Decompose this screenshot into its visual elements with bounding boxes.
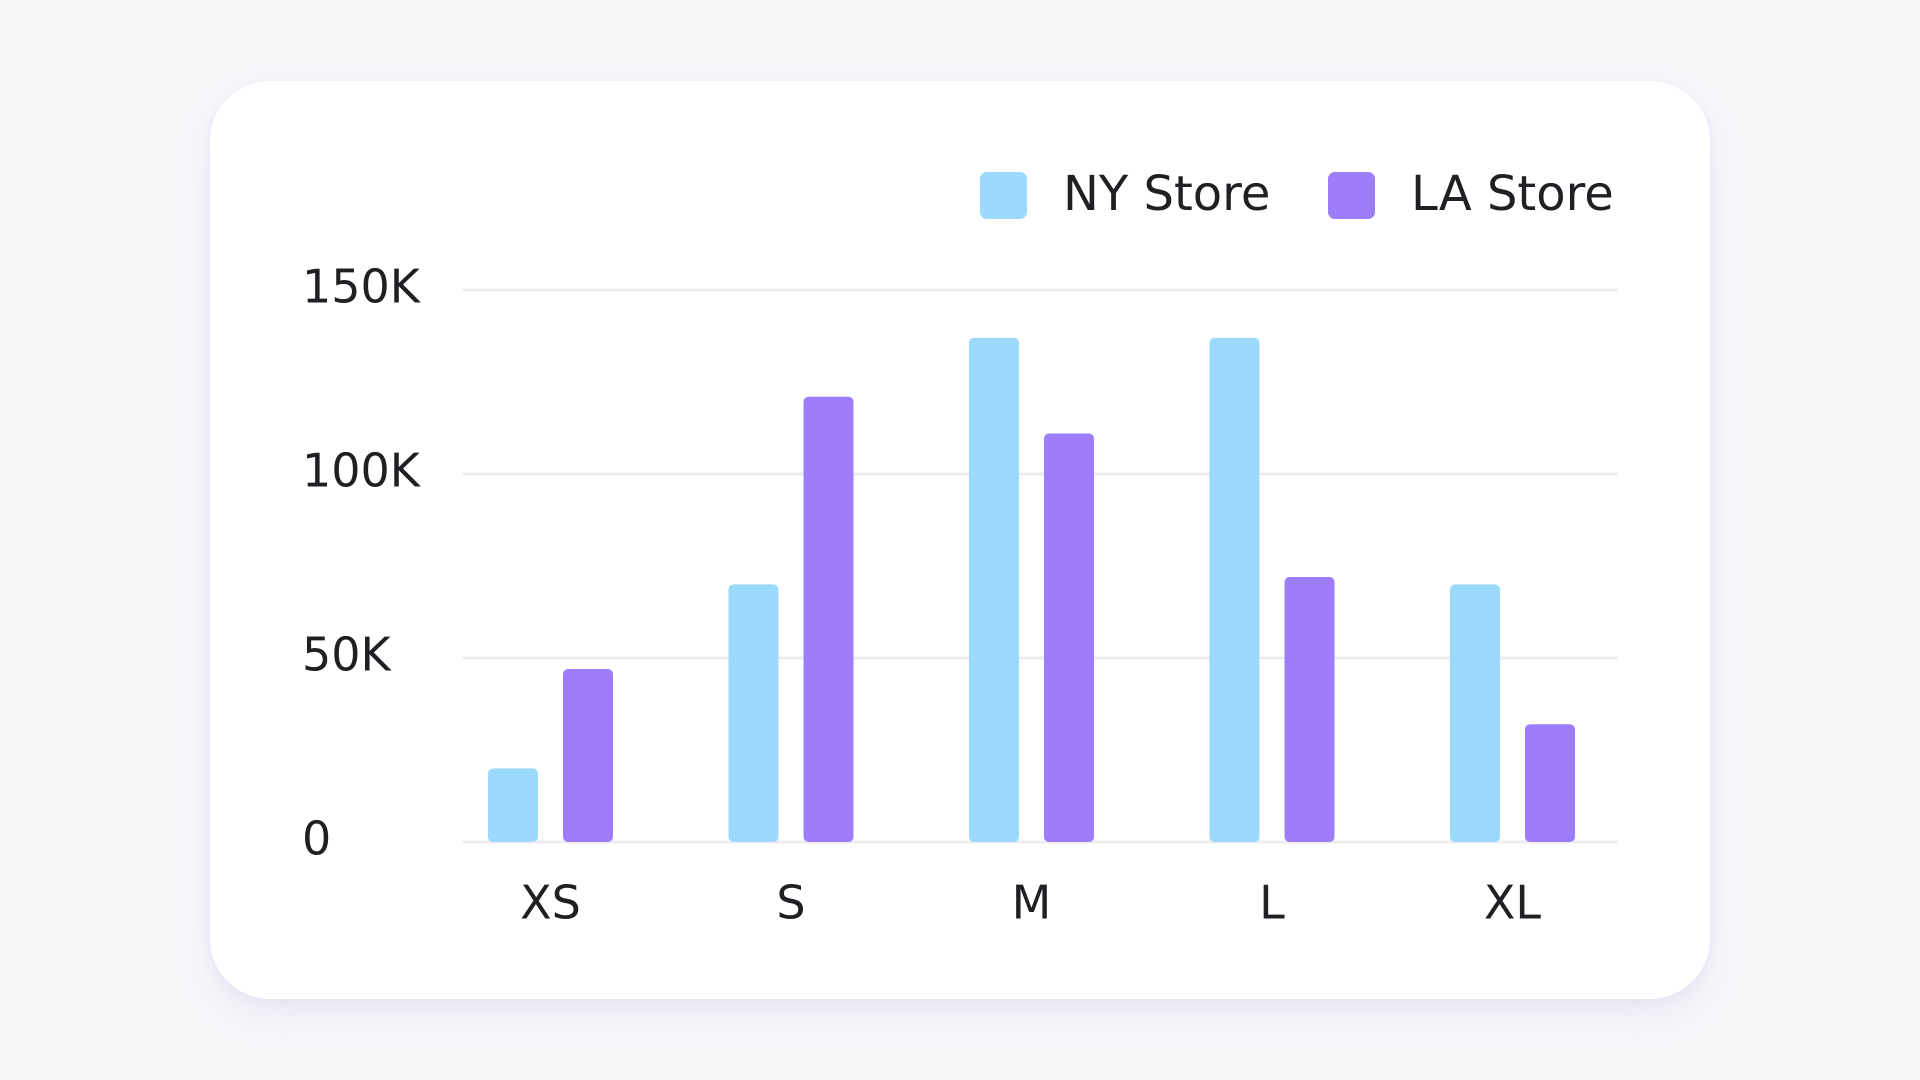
legend-label: LA Store — [1411, 166, 1614, 222]
x-tick-label: L — [1259, 876, 1285, 930]
bar-la-store-xl — [1525, 724, 1575, 842]
gridlines — [463, 288, 1618, 844]
x-tick-label: M — [1012, 876, 1052, 930]
bar-la-store-s — [803, 396, 854, 842]
y-tick-label: 150K — [302, 260, 422, 314]
legend-swatch — [1328, 172, 1375, 219]
bar-ny-store-s — [728, 584, 779, 842]
bar-la-store-xs — [563, 669, 613, 842]
x-tick-label: XL — [1484, 876, 1542, 930]
x-tick-label: S — [776, 876, 805, 930]
y-tick-label: 50K — [302, 628, 393, 682]
x-axis-ticks: XS S M L XL — [520, 876, 1541, 930]
bar-la-store-l — [1284, 577, 1335, 842]
bar-ny-store-xl — [1450, 584, 1500, 842]
bar-ny-store-l — [1209, 337, 1260, 842]
y-tick-label: 100K — [302, 444, 422, 498]
y-tick-label: 0 — [302, 812, 331, 866]
x-tick-label: XS — [520, 876, 581, 930]
legend-swatch — [980, 172, 1027, 219]
bar-ny-store-m — [969, 337, 1019, 842]
bars — [488, 337, 1575, 842]
y-axis-ticks: 0 50K 100K 150K — [302, 260, 422, 866]
legend: NY Store LA Store — [980, 166, 1614, 222]
legend-label: NY Store — [1063, 166, 1270, 222]
chart-card — [210, 81, 1710, 999]
bar-ny-store-xs — [488, 768, 538, 842]
bar-la-store-m — [1044, 433, 1094, 842]
